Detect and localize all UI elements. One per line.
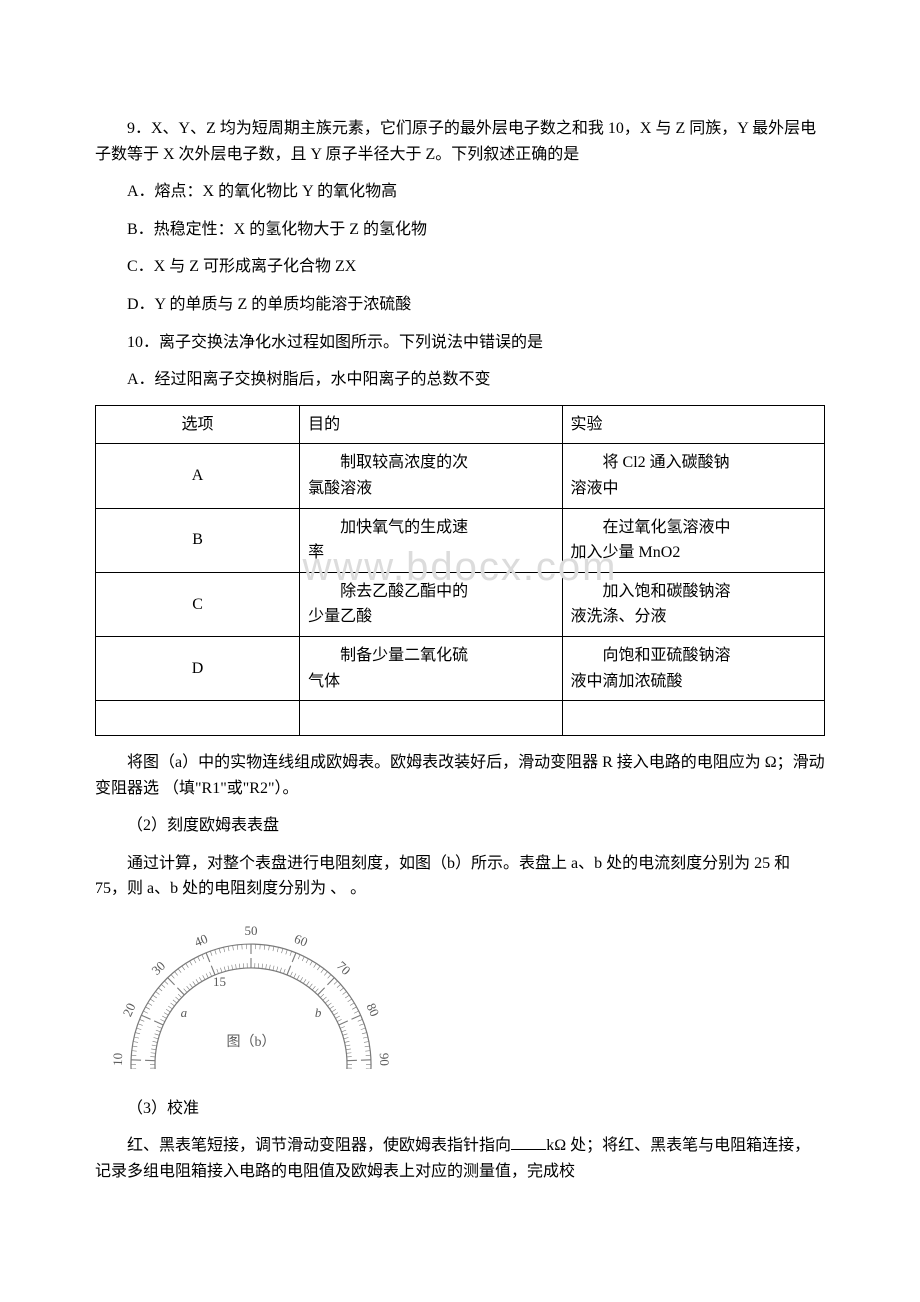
cell-text: 溶液中 [571,476,816,502]
q9-option-c: C．X 与 Z 可形成离子化合物 ZX [95,254,825,280]
cell-text: 加快氧气的生成速 [308,515,553,541]
cell-text: 少量乙酸 [308,604,553,630]
svg-text:10: 10 [110,1053,125,1067]
svg-text:b: b [315,1005,322,1020]
cell-text: 除去乙酸乙酯中的 [308,579,553,605]
section-heading: （2）刻度欧姆表表盘 [95,813,825,839]
svg-text:60: 60 [292,931,310,950]
table-row: D 制备少量二氧化硫 气体 向饱和亚硫酸钠溶 液中滴加浓硫酸 [96,636,825,700]
cell-experiment: 将 Cl2 通入碳酸钠 溶液中 [562,444,824,508]
cell-text: 加入少量 MnO2 [571,540,816,566]
cell-option: D [96,636,300,700]
svg-text:70: 70 [334,958,354,978]
svg-text:30: 30 [148,958,168,978]
cell-text: 制备少量二氧化硫 [308,643,553,669]
q9-option-a: A．熔点：X 的氧化物比 Y 的氧化物高 [95,179,825,205]
cell-text: 气体 [308,669,553,695]
meter-svg: 10203040506070809015ab∞100μA0kΩ图（b） [101,914,401,1069]
svg-text:a: a [181,1005,188,1020]
cell-empty [96,701,300,736]
cell-empty [300,701,562,736]
meter-figure: 10203040506070809015ab∞100μA0kΩ图（b） [101,914,825,1078]
cell-option: A [96,444,300,508]
table-row: C 除去乙酸乙酯中的 少量乙酸 加入饱和碳酸钠溶 液洗涤、分液 [96,572,825,636]
cell-experiment: 在过氧化氢溶液中 加入少量 MnO2 [562,508,824,572]
svg-text:80: 80 [363,1001,382,1019]
q10-stem: 10．离子交换法净化水过程如图所示。下列说法中错误的是 [95,330,825,356]
cell-goal: 制备少量二氧化硫 气体 [300,636,562,700]
cell-text: 向饱和亚硫酸钠溶 [571,643,816,669]
table-row: B 加快氧气的生成速 率 在过氧化氢溶液中 加入少量 MnO2 [96,508,825,572]
svg-text:15: 15 [213,974,226,989]
cell-goal: 除去乙酸乙酯中的 少量乙酸 [300,572,562,636]
svg-text:20: 20 [120,1001,139,1019]
svg-text:50: 50 [245,923,258,938]
q9-stem: 9．X、Y、Z 均为短周期主族元素，它们原子的最外层电子数之和我 10，X 与 … [95,116,825,167]
cell-option: B [96,508,300,572]
col-goal: 目的 [300,405,562,444]
cell-text: 氯酸溶液 [308,476,553,502]
cell-goal: 制取较高浓度的次 氯酸溶液 [300,444,562,508]
q9-option-b: B．热稳定性：X 的氢化物大于 Z 的氢化物 [95,217,825,243]
cell-option: C [96,572,300,636]
cell-text: 在过氧化氢溶液中 [571,515,816,541]
cell-goal: 加快氧气的生成速 率 [300,508,562,572]
table-row: A 制取较高浓度的次 氯酸溶液 将 Cl2 通入碳酸钠 溶液中 [96,444,825,508]
col-option: 选项 [96,405,300,444]
cell-text: 液洗涤、分液 [571,604,816,630]
cell-text: 液中滴加浓硫酸 [571,669,816,695]
q9-option-d: D．Y 的单质与 Z 的单质均能溶于浓硫酸 [95,292,825,318]
text-run: 红、黑表笔短接，调节滑动变阻器，使欧姆表指针指向 [127,1137,511,1154]
svg-text:90: 90 [377,1053,392,1067]
paragraph: 通过计算，对整个表盘进行电阻刻度，如图（b）所示。表盘上 a、b 处的电流刻度分… [95,851,825,902]
svg-text:40: 40 [192,931,210,950]
cell-text: 加入饱和碳酸钠溶 [571,579,816,605]
table-row-empty [96,701,825,736]
cell-text: 将 Cl2 通入碳酸钠 [571,450,816,476]
cell-empty [562,701,824,736]
svg-text:图（b）: 图（b） [227,1034,276,1050]
paragraph: 将图（a）中的实物连线组成欧姆表。欧姆表改装好后，滑动变阻器 R 接入电路的电阻… [95,750,825,801]
cell-experiment: 加入饱和碳酸钠溶 液洗涤、分液 [562,572,824,636]
col-experiment: 实验 [562,405,824,444]
paragraph: 红、黑表笔短接，调节滑动变阻器，使欧姆表指针指向kΩ 处；将红、黑表笔与电阻箱连… [95,1133,825,1184]
q10-option-a: A．经过阳离子交换树脂后，水中阳离子的总数不变 [95,367,825,393]
section-heading: （3）校准 [95,1096,825,1122]
cell-text: 制取较高浓度的次 [308,450,553,476]
table-header-row: 选项 目的 实验 [96,405,825,444]
experiment-table: 选项 目的 实验 A 制取较高浓度的次 氯酸溶液 将 Cl2 通入碳酸钠 溶液中… [95,405,825,736]
blank-underline [511,1133,546,1150]
cell-text: 率 [308,540,553,566]
cell-experiment: 向饱和亚硫酸钠溶 液中滴加浓硫酸 [562,636,824,700]
